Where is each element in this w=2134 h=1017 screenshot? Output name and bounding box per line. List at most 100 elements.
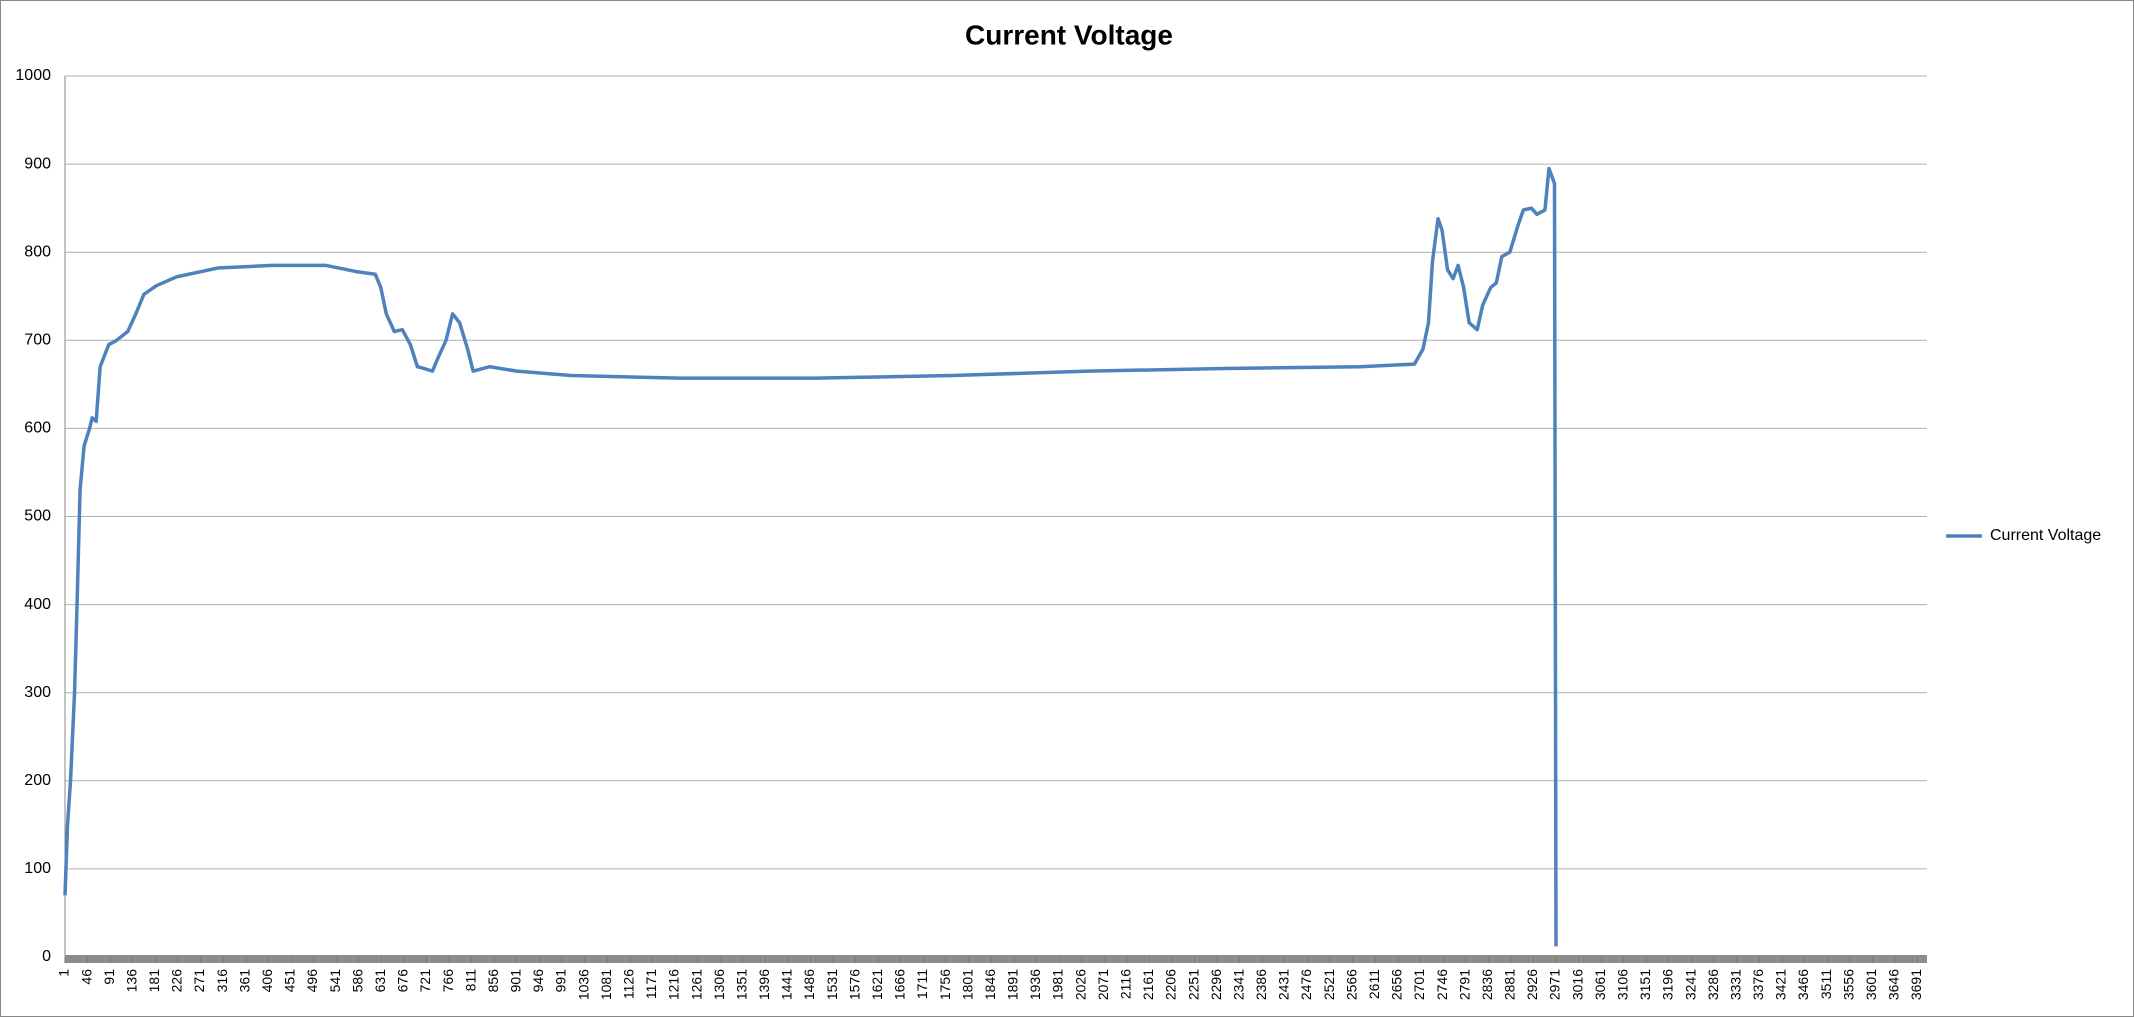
x-tick-label: 946 — [530, 969, 546, 993]
x-tick-label: 1036 — [575, 969, 591, 1000]
x-tick-label: 271 — [191, 969, 207, 993]
x-tick-label: 316 — [214, 969, 230, 993]
y-tick-label: 700 — [24, 332, 51, 349]
x-tick-label: 3421 — [1773, 969, 1789, 1000]
x-tick-label: 3646 — [1886, 969, 1902, 1000]
x-tick-label: 2116 — [1117, 969, 1133, 999]
x-tick-label: 1711 — [914, 969, 930, 999]
x-tick-label: 1261 — [688, 969, 704, 1000]
x-tick-label: 3331 — [1727, 969, 1743, 1000]
y-tick-label: 900 — [24, 155, 51, 172]
y-tick-label: 0 — [42, 948, 51, 965]
x-tick-label: 1 — [56, 969, 72, 977]
x-tick-label: 1531 — [824, 969, 840, 1000]
x-tick-label: 1126 — [620, 969, 636, 999]
x-tick-label: 3286 — [1705, 969, 1721, 1000]
x-tick-label: 2161 — [1140, 969, 1156, 1000]
x-tick-label: 1081 — [598, 969, 614, 1000]
x-tick-label: 811 — [462, 969, 478, 992]
x-tick-label: 226 — [169, 969, 185, 993]
x-tick-label: 3376 — [1750, 969, 1766, 1000]
x-tick-label: 2836 — [1479, 969, 1495, 1000]
x-tick-label: 2701 — [1411, 969, 1427, 1000]
x-tick-label: 361 — [236, 969, 252, 993]
x-tick-label: 631 — [372, 969, 388, 993]
x-tick-label: 586 — [349, 969, 365, 993]
chart-title: Current Voltage — [965, 19, 1173, 50]
x-tick-label: 2026 — [1072, 969, 1088, 1000]
x-tick-label: 181 — [146, 969, 162, 993]
x-tick-label: 1486 — [801, 969, 817, 1000]
x-tick-label: 3601 — [1863, 969, 1879, 1000]
x-tick-label: 2926 — [1524, 969, 1540, 1000]
x-tick-label: 406 — [259, 969, 275, 993]
x-tick-label: 2611 — [1366, 969, 1382, 999]
x-tick-label: 541 — [327, 969, 343, 993]
x-tick-label: 3196 — [1660, 969, 1676, 1000]
x-tick-label: 2971 — [1547, 969, 1563, 1000]
x-tick-label: 496 — [304, 969, 320, 993]
y-tick-label: 1000 — [15, 67, 51, 84]
x-tick-label: 1666 — [892, 969, 908, 1000]
x-tick-label: 1891 — [1005, 969, 1021, 1000]
x-tick-label: 1171 — [643, 969, 659, 999]
y-tick-label: 500 — [24, 508, 51, 525]
x-tick-label: 1441 — [779, 969, 795, 1000]
x-tick-label: 2251 — [1185, 969, 1201, 1000]
y-tick-label: 300 — [24, 684, 51, 701]
x-axis-band — [65, 955, 1927, 963]
x-tick-label: 2476 — [1298, 969, 1314, 1000]
y-tick-label: 600 — [24, 420, 51, 437]
x-tick-label: 1621 — [869, 969, 885, 1000]
y-tick-label: 800 — [24, 243, 51, 260]
x-tick-label: 1576 — [846, 969, 862, 1000]
x-tick-label: 1756 — [937, 969, 953, 1000]
x-tick-label: 2206 — [1163, 969, 1179, 1000]
y-tick-label: 100 — [24, 860, 51, 877]
x-tick-label: 991 — [553, 969, 569, 993]
x-tick-label: 766 — [440, 969, 456, 993]
x-tick-label: 1936 — [1027, 969, 1043, 1000]
x-tick-label: 136 — [123, 969, 139, 993]
x-tick-label: 2746 — [1434, 969, 1450, 1000]
x-tick-label: 2386 — [1253, 969, 1269, 1000]
x-tick-label: 3061 — [1592, 969, 1608, 1000]
x-tick-label: 2521 — [1321, 969, 1337, 1000]
x-tick-label: 1216 — [666, 969, 682, 1000]
x-tick-label: 2566 — [1343, 969, 1359, 1000]
x-tick-label: 3106 — [1614, 969, 1630, 1000]
x-tick-label: 721 — [417, 969, 433, 993]
x-tick-label: 3151 — [1637, 969, 1653, 1000]
x-tick-label: 1306 — [711, 969, 727, 1000]
x-tick-label: 46 — [78, 969, 94, 985]
x-tick-label: 2071 — [1095, 969, 1111, 1000]
x-tick-label: 3016 — [1569, 969, 1585, 1000]
x-tick-label: 901 — [508, 969, 524, 993]
x-tick-label: 2791 — [1456, 969, 1472, 1000]
y-tick-label: 200 — [24, 772, 51, 789]
x-tick-label: 3466 — [1795, 969, 1811, 1000]
x-tick-label: 2656 — [1389, 969, 1405, 1000]
x-tick-label: 676 — [395, 969, 411, 993]
data-line — [63, 166, 1558, 947]
legend-label: Current Voltage — [1990, 527, 2101, 544]
x-tick-label: 1801 — [959, 969, 975, 1000]
x-tick-label: 3691 — [1908, 969, 1924, 1000]
x-tick-label: 1981 — [1050, 969, 1066, 1000]
y-tick-label: 400 — [24, 596, 51, 613]
x-tick-label: 1846 — [982, 969, 998, 1000]
x-tick-label: 1396 — [756, 969, 772, 1000]
x-tick-label: 856 — [485, 969, 501, 993]
x-tick-label: 91 — [101, 969, 117, 985]
x-tick-label: 3241 — [1682, 969, 1698, 1000]
x-tick-label: 2881 — [1502, 969, 1518, 1000]
x-tick-label: 2296 — [1208, 969, 1224, 1000]
x-tick-label: 3511 — [1818, 969, 1834, 999]
x-tick-label: 2431 — [1276, 969, 1292, 1000]
x-tick-label: 1351 — [733, 969, 749, 1000]
x-tick-label: 451 — [282, 969, 298, 993]
x-tick-label: 2341 — [1230, 969, 1246, 1000]
x-tick-label: 3556 — [1840, 969, 1856, 1000]
